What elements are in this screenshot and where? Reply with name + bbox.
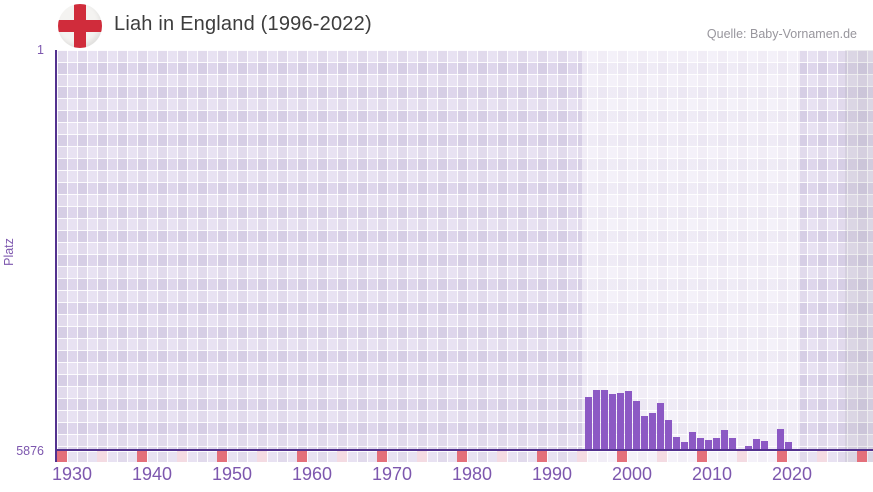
half-decade-tick-1995 [577, 451, 587, 462]
half-decade-tick-2005 [657, 451, 667, 462]
bar-2000[interactable] [617, 392, 624, 449]
half-decade-tick-2015 [737, 451, 747, 462]
bar-1999[interactable] [609, 394, 616, 449]
y-axis-bottom-tick-label: 5876 [16, 444, 44, 458]
decade-tick-1990 [537, 451, 547, 462]
y-axis-line [55, 50, 57, 462]
decade-tick-2020 [777, 451, 787, 462]
england-flag-icon [58, 4, 102, 48]
x-axis-label-2000: 2000 [611, 464, 653, 484]
bar-2012[interactable] [713, 438, 720, 449]
x-axis-line [55, 449, 873, 451]
page-title: Liah in England (1996-2022) [114, 13, 372, 35]
x-axis-label-2010: 2010 [691, 464, 733, 484]
bar-2008[interactable] [681, 442, 688, 449]
bar-2021[interactable] [785, 442, 792, 449]
x-axis-label-1990: 1990 [531, 464, 573, 484]
decade-tick-2030 [857, 451, 867, 462]
half-decade-tick-1965 [337, 451, 347, 462]
bar-2006[interactable] [665, 420, 672, 449]
decade-tick-1950 [217, 451, 227, 462]
half-decade-tick-1945 [177, 451, 187, 462]
bar-2003[interactable] [641, 415, 648, 449]
x-axis-label-1940: 1940 [131, 464, 173, 484]
bar-1996[interactable] [585, 397, 592, 449]
bar-2005[interactable] [657, 403, 664, 449]
half-decade-tick-1975 [417, 451, 427, 462]
bar-2011[interactable] [705, 440, 712, 449]
x-axis-label-1950: 1950 [211, 464, 253, 484]
x-axis-label-1980: 1980 [451, 464, 493, 484]
x-axis-label-2020: 2020 [771, 464, 813, 484]
x-axis-label-1930: 1930 [51, 464, 93, 484]
flag-cross-horizontal [58, 20, 102, 32]
bar-2014[interactable] [729, 438, 736, 449]
decade-tick-1940 [137, 451, 147, 462]
y-axis-title: Platz [2, 238, 16, 266]
bar-2017[interactable] [753, 439, 760, 449]
bar-2004[interactable] [649, 412, 656, 449]
decade-tick-2010 [697, 451, 707, 462]
half-decade-tick-1935 [97, 451, 107, 462]
bar-1997[interactable] [593, 390, 600, 449]
half-decade-tick-1955 [257, 451, 267, 462]
source-credit: Quelle: Baby-Vornamen.de [706, 27, 857, 41]
bar-2001[interactable] [625, 391, 632, 449]
plot-area [57, 50, 873, 449]
half-decade-tick-2025 [817, 451, 827, 462]
decade-tick-1980 [457, 451, 467, 462]
decade-tick-1960 [297, 451, 307, 462]
decade-tick-2000 [617, 451, 627, 462]
bar-2007[interactable] [673, 437, 680, 449]
decade-tick-1930 [57, 451, 67, 462]
bar-2002[interactable] [633, 400, 640, 449]
x-axis-label-1960: 1960 [291, 464, 333, 484]
x-axis-label-1970: 1970 [371, 464, 413, 484]
bar-2013[interactable] [721, 430, 728, 449]
decade-tick-1970 [377, 451, 387, 462]
bar-1998[interactable] [601, 389, 608, 449]
bar-2010[interactable] [697, 438, 704, 449]
bar-2009[interactable] [689, 432, 696, 449]
bar-2018[interactable] [761, 441, 768, 449]
bar-2020[interactable] [777, 428, 784, 449]
x-axis-tick-strip [57, 451, 873, 462]
y-axis-top-tick-label: 1 [37, 43, 44, 57]
half-decade-tick-1985 [497, 451, 507, 462]
